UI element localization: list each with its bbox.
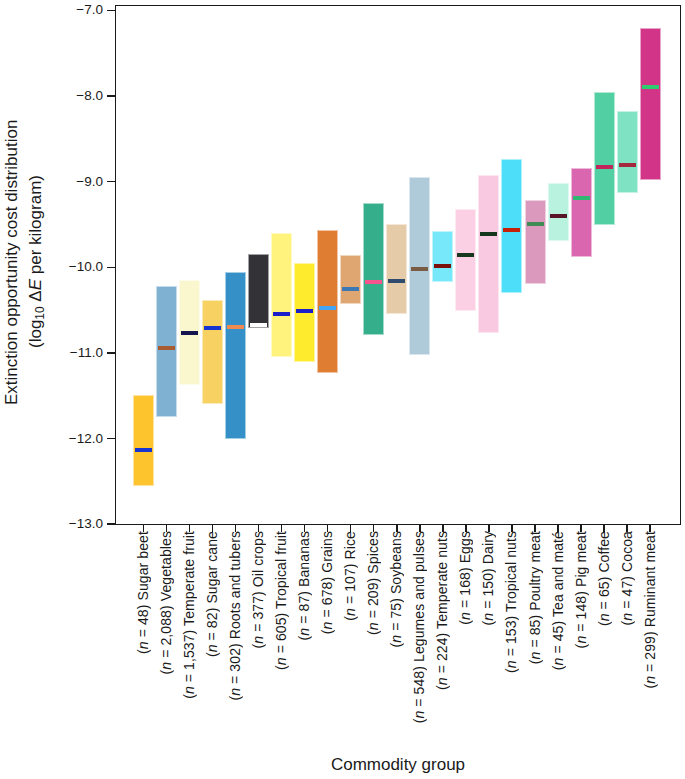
range-bar-temperate-nuts [432,231,453,282]
median-line [158,346,175,350]
range-bar-tea-and-mat- [548,183,569,241]
median-line [365,280,382,284]
x-axis-title: Commodity group [115,755,681,775]
x-category-label: (n = 150) Dairy [480,531,497,626]
median-line [388,279,405,283]
y-axis-tick-label: −11.0 [53,345,103,361]
y-axis-tick-label: −12.0 [53,431,103,447]
range-bar-soybeans [386,224,407,314]
y-axis-tick [107,95,115,96]
x-category-label: (n = 65) Coffee [596,531,613,626]
median-line [204,326,221,330]
median-line [411,267,428,271]
median-line [596,165,613,169]
figure: Extinction opportunity cost distribution… [0,0,685,779]
x-category-label: (n = 45) Tea and maté [550,531,567,670]
y-axis-tick-label: −8.0 [53,88,103,104]
y-axis-tick [107,352,115,353]
median-line [181,331,198,335]
x-category-label: (n = 85) Poultry meat [527,531,544,664]
y-axis-tick [107,267,115,268]
median-line [342,287,359,291]
y-axis-tick-label: −13.0 [53,516,103,532]
median-line [642,85,659,89]
median-line [619,163,636,167]
x-category-label: (n = 678) Grains [319,531,336,634]
median-line [457,253,474,257]
y-axis-tick-label: −10.0 [53,259,103,275]
median-line [227,325,244,329]
range-bar-sugar-cane [202,300,223,404]
range-bar-tropical-nuts [501,159,522,293]
range-bar-coffee [594,92,615,226]
median-line [434,264,451,268]
y-axis-tick [107,181,115,182]
x-category-label: (n = 47) Cocoa [619,531,636,625]
x-category-label: (n = 87) Bananas [296,531,313,640]
x-category-label: (n = 377) Oil crops [250,531,267,648]
median-line [550,214,567,218]
median-line [480,232,497,236]
x-category-label: (n = 302) Roots and tubers [227,531,244,701]
range-bar-legumes-and-pulses [409,177,430,355]
x-category-label: (n = 107) Rice [342,531,359,621]
x-category-label: (n = 209) Spices [365,531,382,635]
median-line [273,312,290,316]
range-bar-cocoa [617,111,638,193]
y-axis-tick-label: −7.0 [53,2,103,18]
x-category-label: (n = 82) Sugar cane [204,531,221,657]
y-axis-title-line2: (log10 ΔE per kilogram) [26,0,50,524]
x-category-label: (n = 148) Pig meat [573,531,590,648]
range-bar-spices [363,203,384,335]
median-line [250,323,267,327]
x-category-label: (n = 548) Legumes and pulses [411,531,428,723]
y-axis-title-line1: Extinction opportunity cost distribution [2,0,26,524]
x-category-label: (n = 168) Eggs [457,531,474,625]
median-line [135,448,152,452]
median-line [296,309,313,313]
range-bar-rice [340,255,361,304]
x-category-label: (n = 224) Temperate nuts [434,531,451,690]
y-axis-tick [107,438,115,439]
range-bar-grains [317,230,338,373]
range-bar-temperate-fruit [179,280,200,384]
range-bar-pig-meat [571,168,592,257]
y-axis-tick-label: −9.0 [53,174,103,190]
y-axis-tick [107,10,115,11]
x-category-label: (n = 75) Soybeans [388,531,405,648]
range-bar-ruminant-meat [640,28,661,180]
x-category-label: (n = 1,537) Temperate fruit [181,531,198,699]
range-bar-oil-crops [248,254,269,328]
range-bar-sugar-beet [133,395,154,486]
range-bar-vegetables [156,286,177,417]
y-axis-tick [107,523,115,524]
range-bar-bananas [294,263,315,362]
median-line [319,306,336,310]
x-category-label: (n = 605) Tropical fruit [273,531,290,670]
x-category-label: (n = 153) Tropical nuts [503,531,520,673]
median-line [503,228,520,232]
range-bar-dairy [478,175,499,333]
x-category-label: (n = 299) Ruminant meat [642,531,659,689]
median-line [527,222,544,226]
median-line [573,196,590,200]
x-category-label: (n = 2,088) Vegetables [158,531,175,674]
range-bar-roots-and-tubers [225,272,246,439]
x-category-label: (n = 48) Sugar beet [135,531,152,654]
range-bar-tropical-fruit [271,233,292,357]
range-bar-poultry-meat [525,200,546,285]
range-bar-eggs [455,209,476,311]
